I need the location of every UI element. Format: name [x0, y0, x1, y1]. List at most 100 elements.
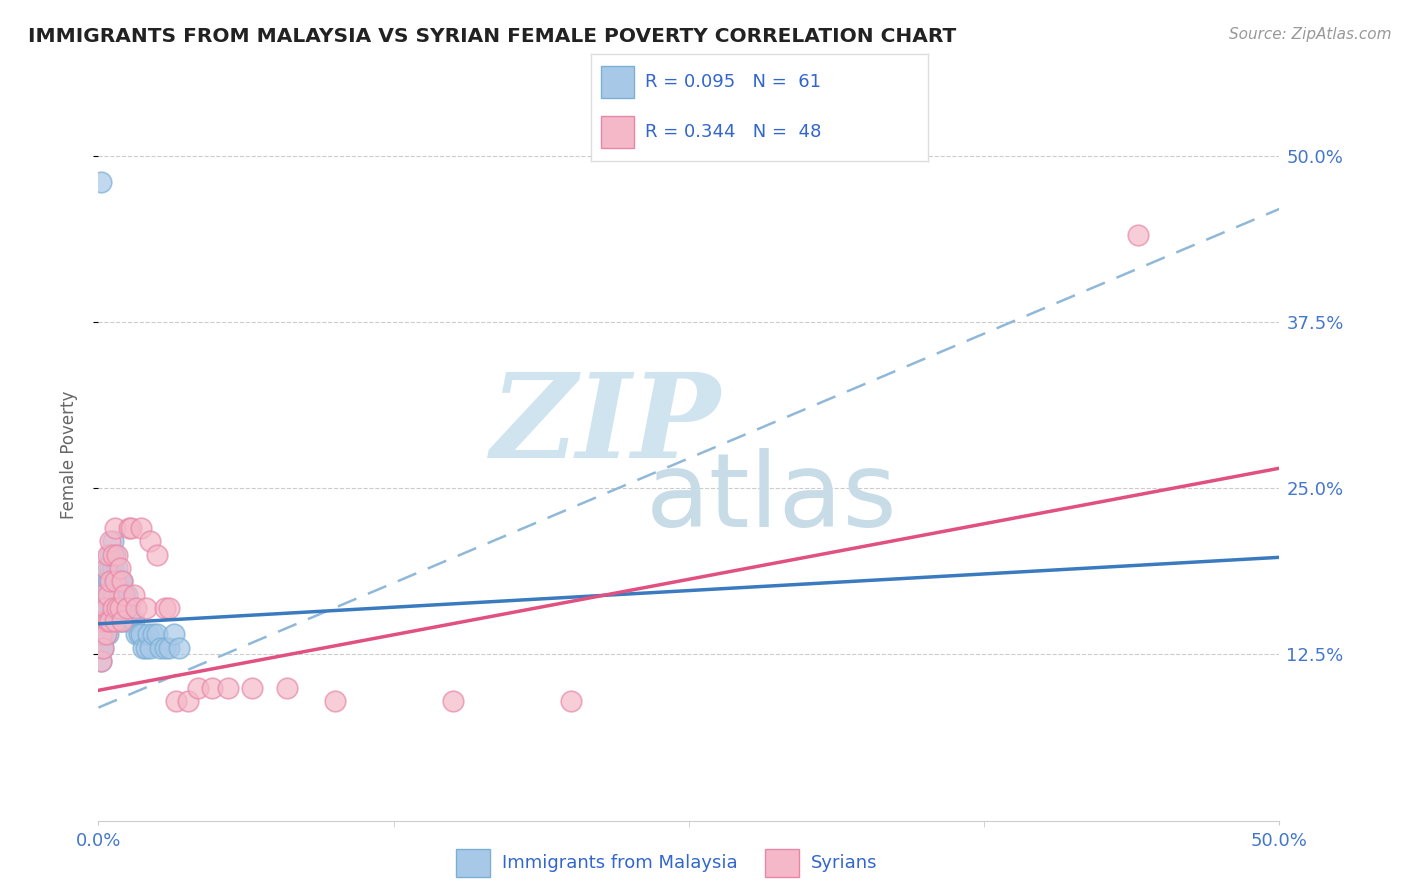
Point	[94, 588, 117, 602]
Bar	[456, 849, 489, 877]
Point	[97, 588, 120, 602]
Point	[149, 640, 172, 655]
Point	[91, 640, 114, 655]
Point	[90, 627, 112, 641]
Point	[98, 574, 121, 589]
Point	[121, 521, 143, 535]
Point	[139, 534, 162, 549]
Text: atlas: atlas	[645, 449, 897, 549]
Point	[122, 588, 145, 602]
Point	[139, 640, 162, 655]
Point	[142, 627, 165, 641]
Point	[108, 574, 131, 589]
Y-axis label: Female Poverty: Female Poverty	[59, 391, 77, 519]
Point	[104, 548, 127, 562]
Point	[90, 627, 112, 641]
Point	[201, 681, 224, 695]
Point	[98, 588, 121, 602]
Point	[323, 694, 346, 708]
Point	[276, 681, 298, 695]
Point	[105, 548, 128, 562]
Point	[135, 600, 157, 615]
Point	[135, 640, 157, 655]
Point	[90, 654, 112, 668]
Point	[91, 588, 114, 602]
Point	[108, 600, 131, 615]
Point	[153, 640, 176, 655]
Point	[90, 654, 112, 668]
Point	[105, 600, 128, 615]
Point	[97, 627, 120, 641]
Point	[217, 681, 239, 695]
Point	[111, 588, 134, 602]
Point	[146, 627, 169, 641]
Point	[91, 600, 114, 615]
Bar	[600, 116, 634, 148]
Point	[104, 574, 127, 589]
Point	[157, 600, 180, 615]
Point	[104, 614, 127, 628]
Point	[167, 640, 190, 655]
Point	[97, 614, 120, 628]
Point	[560, 694, 582, 708]
Point	[153, 600, 176, 615]
Point	[104, 521, 127, 535]
Point	[122, 614, 145, 628]
Point	[108, 614, 131, 628]
Point	[94, 561, 117, 575]
Text: R = 0.095   N =  61: R = 0.095 N = 61	[644, 73, 821, 91]
Bar	[765, 849, 799, 877]
Point	[98, 534, 121, 549]
Point	[97, 588, 120, 602]
Point	[94, 600, 117, 615]
Point	[128, 627, 150, 641]
Text: IMMIGRANTS FROM MALAYSIA VS SYRIAN FEMALE POVERTY CORRELATION CHART: IMMIGRANTS FROM MALAYSIA VS SYRIAN FEMAL…	[28, 27, 956, 45]
Point	[101, 600, 124, 615]
Point	[125, 627, 148, 641]
Point	[240, 681, 263, 695]
Point	[101, 534, 124, 549]
Point	[91, 640, 114, 655]
Point	[112, 588, 135, 602]
Point	[115, 588, 138, 602]
Point	[98, 561, 121, 575]
Point	[94, 600, 117, 615]
Point	[187, 681, 209, 695]
Point	[111, 574, 134, 589]
Point	[98, 574, 121, 589]
Point	[91, 614, 114, 628]
Point	[129, 521, 152, 535]
Point	[105, 561, 128, 575]
Point	[98, 614, 121, 628]
Point	[101, 588, 124, 602]
Point	[111, 574, 134, 589]
Point	[94, 614, 117, 628]
Point	[105, 600, 128, 615]
Point	[132, 640, 155, 655]
Point	[101, 614, 124, 628]
Point	[91, 627, 114, 641]
Point	[104, 600, 127, 615]
Point	[118, 600, 141, 615]
Text: R = 0.344   N =  48: R = 0.344 N = 48	[644, 123, 821, 141]
Text: Syrians: Syrians	[811, 854, 877, 872]
Point	[165, 694, 187, 708]
Point	[108, 561, 131, 575]
Point	[146, 548, 169, 562]
Point	[90, 175, 112, 189]
Point	[94, 574, 117, 589]
Point	[98, 614, 121, 628]
Point	[94, 627, 117, 641]
Point	[163, 627, 186, 641]
Point	[118, 521, 141, 535]
Point	[1126, 228, 1149, 243]
Point	[97, 561, 120, 575]
Point	[97, 574, 120, 589]
Point	[108, 588, 131, 602]
Point	[112, 600, 135, 615]
Text: Immigrants from Malaysia: Immigrants from Malaysia	[502, 854, 738, 872]
Point	[115, 600, 138, 615]
Text: Source: ZipAtlas.com: Source: ZipAtlas.com	[1229, 27, 1392, 42]
Point	[136, 627, 159, 641]
Point	[90, 640, 112, 655]
